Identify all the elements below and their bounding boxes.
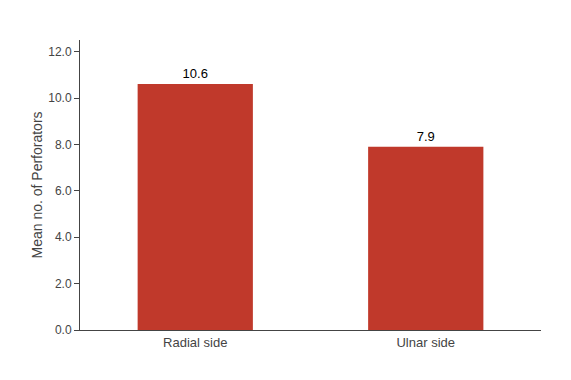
- svg-text:0.0: 0.0: [55, 323, 72, 337]
- svg-text:2.0: 2.0: [55, 277, 72, 291]
- svg-text:6.0: 6.0: [55, 184, 72, 198]
- svg-text:4.0: 4.0: [55, 230, 72, 244]
- svg-text:Mean no. of Perforators: Mean no. of Perforators: [29, 111, 45, 258]
- svg-text:Ulnar side: Ulnar side: [396, 335, 455, 350]
- svg-text:8.0: 8.0: [55, 138, 72, 152]
- svg-text:7.9: 7.9: [417, 129, 435, 144]
- svg-text:10.6: 10.6: [183, 66, 208, 81]
- svg-text:Radial side: Radial side: [163, 335, 227, 350]
- svg-text:10.0: 10.0: [48, 91, 72, 105]
- svg-text:12.0: 12.0: [48, 45, 72, 59]
